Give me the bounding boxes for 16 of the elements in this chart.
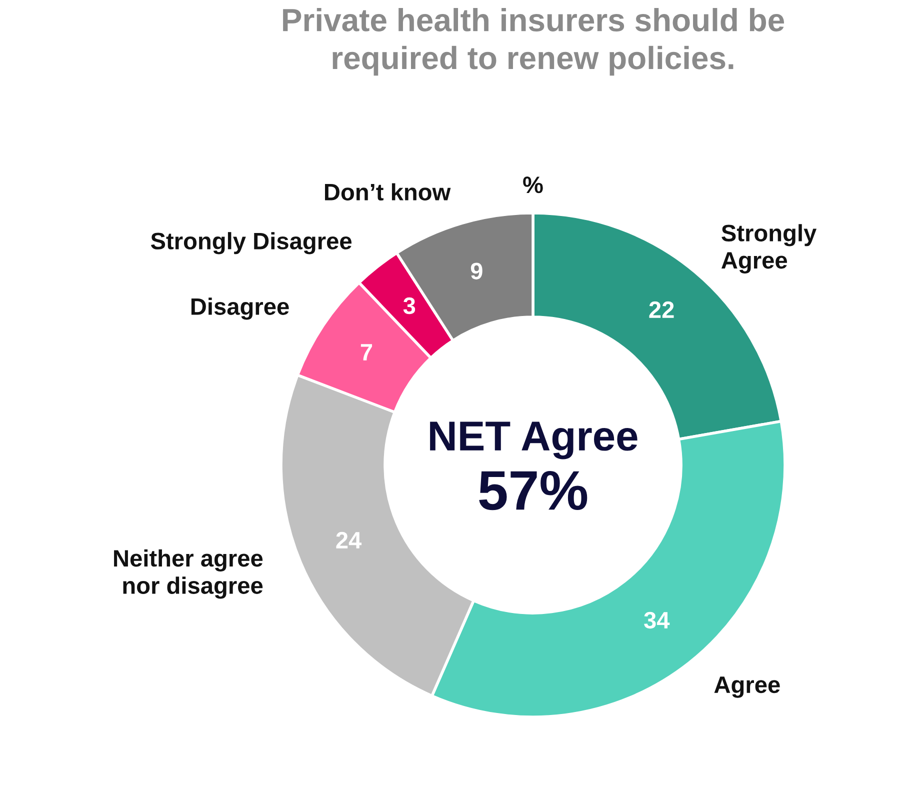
- data-label: 24: [336, 532, 362, 548]
- data-label: 22: [649, 301, 674, 318]
- slice-label: Disagree: [191, 298, 289, 320]
- text: 57%: [479, 470, 588, 510]
- slice-label: Strongly Agree: [721, 224, 817, 274]
- text: NET Agree: [430, 422, 638, 460]
- slice-label: Strongly Disagree: [150, 232, 352, 254]
- slice-label: Agree: [714, 676, 780, 698]
- text: %: [523, 176, 543, 194]
- chart-title: Private health insurers should be required to renew policies.: [283, 8, 784, 76]
- data-label: 9: [470, 262, 482, 280]
- data-label: 3: [403, 297, 416, 314]
- slice-label: Neither agree nor disagree: [114, 549, 263, 599]
- data-label: 7: [360, 344, 372, 360]
- data-label: 34: [644, 612, 670, 629]
- slice-label: Don’t know: [325, 183, 451, 201]
